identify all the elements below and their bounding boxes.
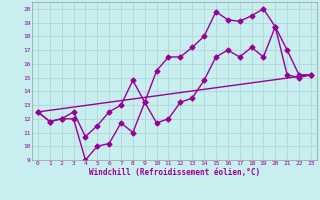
X-axis label: Windchill (Refroidissement éolien,°C): Windchill (Refroidissement éolien,°C) bbox=[89, 168, 260, 177]
